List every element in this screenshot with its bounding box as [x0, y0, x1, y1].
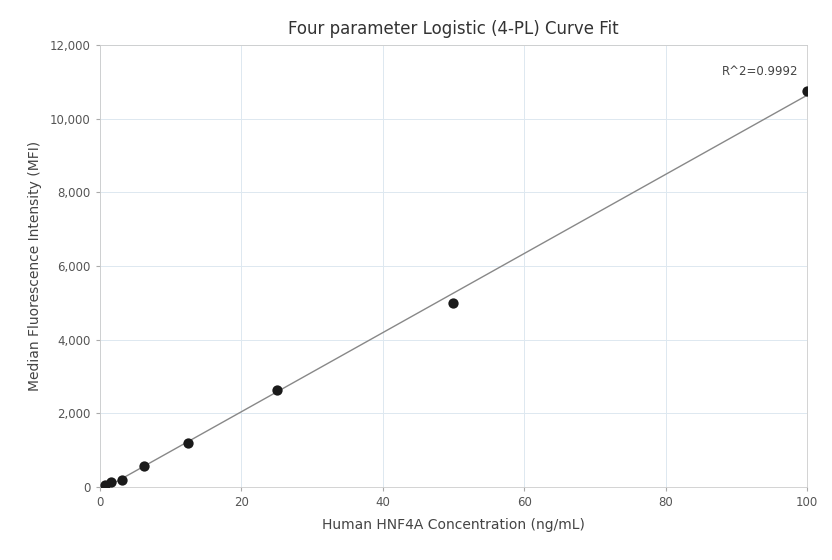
Point [99, 480, 112, 489]
Title: Four parameter Logistic (4-PL) Curve Fit: Four parameter Logistic (4-PL) Curve Fit [288, 20, 619, 38]
Point [447, 298, 460, 307]
Point [181, 438, 195, 447]
Point [137, 461, 151, 470]
Point [270, 385, 283, 394]
Point [104, 478, 117, 487]
Point [116, 475, 129, 484]
Point [800, 86, 814, 95]
Y-axis label: Median Fluorescence Intensity (MFI): Median Fluorescence Intensity (MFI) [27, 141, 42, 391]
Text: R^2=0.9992: R^2=0.9992 [722, 65, 799, 78]
X-axis label: Human HNF4A Concentration (ng/mL): Human HNF4A Concentration (ng/mL) [322, 517, 585, 531]
